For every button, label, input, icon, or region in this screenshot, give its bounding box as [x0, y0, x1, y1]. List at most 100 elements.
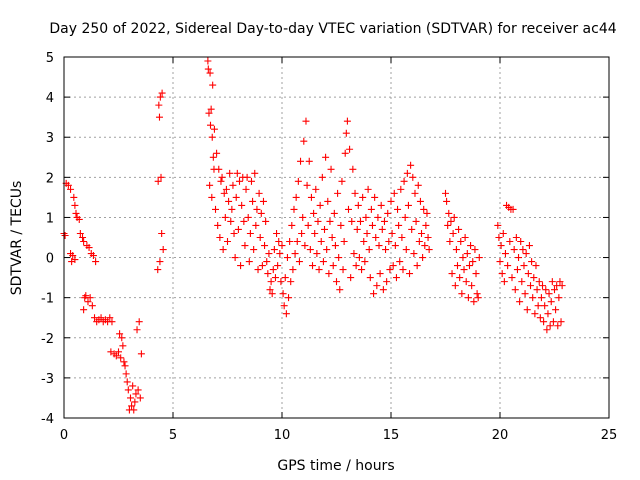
data-point [229, 181, 237, 189]
data-point [275, 238, 283, 246]
data-point [527, 282, 535, 290]
data-point [425, 246, 433, 254]
data-point [361, 258, 369, 266]
data-point [254, 266, 262, 274]
data-point [306, 246, 314, 254]
data-point [124, 386, 132, 394]
data-point [206, 69, 214, 77]
data-point [131, 398, 139, 406]
x-tick-label: 10 [274, 428, 291, 443]
data-point [267, 278, 275, 286]
data-point [79, 234, 87, 241]
y-tick-label: -3 [41, 372, 54, 387]
data-point [242, 185, 250, 193]
data-point [509, 205, 517, 213]
data-point [120, 358, 128, 366]
data-point [448, 270, 456, 278]
data-point [317, 238, 325, 246]
data-point [222, 185, 230, 193]
data-point [512, 234, 520, 241]
data-point [351, 189, 359, 197]
data-point [442, 189, 449, 197]
data-point [252, 221, 260, 229]
data-point [519, 246, 527, 254]
data-point [256, 234, 264, 241]
data-point [135, 318, 143, 326]
data-point [324, 197, 332, 205]
data-point [471, 246, 479, 254]
y-tick-label: 1 [46, 211, 54, 226]
data-point [214, 221, 222, 229]
data-point [504, 262, 512, 270]
data-point [470, 298, 478, 306]
data-point [370, 290, 378, 298]
data-point [244, 213, 252, 221]
data-point [263, 258, 271, 266]
data-point [291, 250, 299, 258]
data-point [245, 258, 253, 266]
data-point [119, 342, 127, 350]
data-point [350, 250, 358, 258]
data-point [132, 390, 140, 398]
data-point [520, 262, 528, 270]
data-point [552, 306, 560, 314]
data-point [299, 213, 307, 221]
data-point [75, 215, 83, 223]
y-tick-label: 2 [46, 171, 54, 186]
data-point [268, 290, 276, 298]
data-point [541, 302, 549, 310]
data-point [303, 181, 311, 189]
data-point [206, 121, 214, 129]
data-point [377, 201, 385, 209]
data-point [333, 278, 340, 286]
data-point [335, 254, 343, 262]
data-point [415, 238, 423, 246]
data-point [421, 242, 429, 250]
y-tick-label: -1 [41, 292, 54, 307]
data-point [353, 225, 361, 233]
data-point [88, 302, 96, 310]
data-point [233, 169, 241, 177]
data-point [359, 193, 367, 201]
data-point [208, 133, 216, 141]
data-point [388, 229, 396, 237]
data-point [251, 169, 259, 177]
data-point [266, 286, 274, 294]
data-point [516, 298, 524, 306]
data-point [452, 246, 460, 254]
data-point [226, 169, 234, 177]
data-point [547, 298, 555, 306]
data-point [409, 173, 417, 181]
data-point [117, 354, 125, 362]
data-point [329, 262, 337, 270]
data-point [457, 238, 465, 246]
data-point [443, 197, 451, 205]
data-point [459, 254, 467, 262]
data-point [213, 149, 221, 157]
data-point [301, 242, 309, 250]
data-point [158, 89, 166, 97]
data-point [510, 246, 518, 254]
data-point [216, 234, 224, 241]
data-point [531, 310, 539, 318]
axis-ticks [63, 56, 610, 419]
y-axis-label: SDTVAR / TECUs [9, 181, 25, 296]
data-point [205, 109, 213, 117]
data-point [295, 258, 303, 266]
data-point [330, 209, 338, 217]
data-point [227, 217, 235, 225]
data-point [319, 258, 327, 266]
data-point [355, 254, 363, 262]
data-point [368, 221, 376, 229]
data-point [84, 298, 92, 306]
data-point [210, 125, 218, 133]
data-point [554, 322, 562, 330]
data-point [464, 294, 472, 302]
data-point [360, 238, 368, 246]
data-point [451, 282, 459, 290]
data-point [416, 197, 424, 205]
data-point [518, 278, 526, 286]
data-point [347, 274, 355, 282]
data-point [494, 221, 502, 229]
data-point [382, 246, 390, 254]
